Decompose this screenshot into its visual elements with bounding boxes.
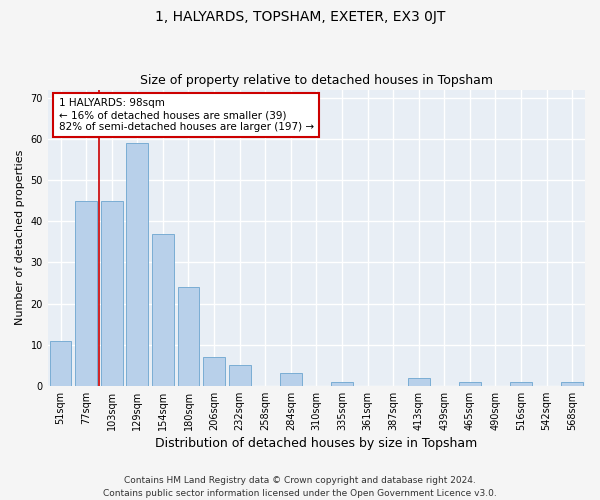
Bar — [203, 357, 225, 386]
Bar — [152, 234, 174, 386]
Bar — [178, 287, 199, 386]
Bar — [229, 365, 251, 386]
Text: Contains HM Land Registry data © Crown copyright and database right 2024.
Contai: Contains HM Land Registry data © Crown c… — [103, 476, 497, 498]
Bar — [408, 378, 430, 386]
Text: 1, HALYARDS, TOPSHAM, EXETER, EX3 0JT: 1, HALYARDS, TOPSHAM, EXETER, EX3 0JT — [155, 10, 445, 24]
Title: Size of property relative to detached houses in Topsham: Size of property relative to detached ho… — [140, 74, 493, 87]
Bar — [50, 340, 71, 386]
Bar — [280, 374, 302, 386]
Y-axis label: Number of detached properties: Number of detached properties — [15, 150, 25, 326]
Text: 1 HALYARDS: 98sqm
← 16% of detached houses are smaller (39)
82% of semi-detached: 1 HALYARDS: 98sqm ← 16% of detached hous… — [59, 98, 314, 132]
Bar — [562, 382, 583, 386]
Bar — [510, 382, 532, 386]
Bar — [127, 143, 148, 386]
Bar — [459, 382, 481, 386]
X-axis label: Distribution of detached houses by size in Topsham: Distribution of detached houses by size … — [155, 437, 478, 450]
Bar — [75, 200, 97, 386]
Bar — [331, 382, 353, 386]
Bar — [101, 200, 122, 386]
